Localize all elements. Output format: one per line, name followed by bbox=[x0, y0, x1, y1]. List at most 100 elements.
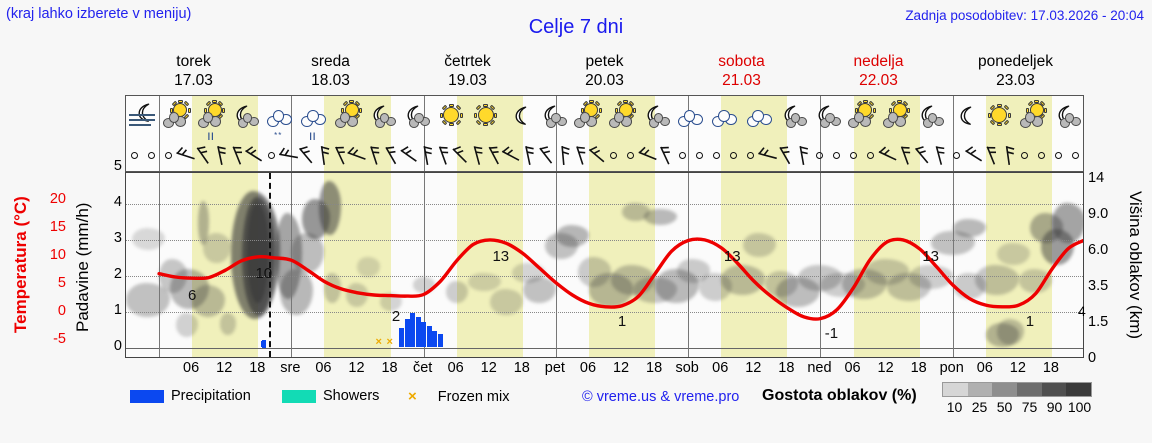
wind-barb bbox=[347, 144, 366, 168]
day-separator bbox=[159, 173, 161, 357]
cloud-density-blob bbox=[197, 201, 209, 245]
wind-calm-symbol bbox=[948, 144, 966, 168]
cloud-lobe bbox=[242, 113, 253, 124]
cloud-density-blob bbox=[1051, 203, 1083, 243]
precipitation-swatch bbox=[130, 389, 164, 403]
day-header-ponedeljek: ponedeljek 23.03 bbox=[947, 52, 1084, 92]
precipitation-tick: 5 bbox=[113, 157, 122, 174]
wind-calm-symbol bbox=[263, 144, 281, 168]
weather-icon-sun-cloud bbox=[608, 98, 638, 138]
x-tick-label: 06 bbox=[976, 360, 993, 376]
weather-icon-cloud-snow: ** bbox=[265, 98, 295, 140]
cloud-density-blob bbox=[247, 203, 270, 303]
weather-icon-sun-cloud bbox=[847, 98, 877, 138]
temperature-value-label: 10 bbox=[255, 264, 273, 282]
day-date: 21.03 bbox=[722, 72, 761, 89]
wind-barb bbox=[537, 144, 555, 168]
temperature-curve bbox=[157, 237, 1083, 321]
wind-barb bbox=[331, 144, 349, 168]
sun-ray bbox=[1043, 107, 1047, 113]
x-tick-label: 18 bbox=[513, 360, 530, 376]
day-header-row: torek 17.03 sreda 18.03 četrtek 19.03 petek 20.… bbox=[125, 52, 1084, 92]
zero-line bbox=[126, 347, 1083, 349]
wind-calm-symbol bbox=[143, 144, 161, 168]
cloud-density-blob bbox=[996, 243, 1030, 265]
x-tick-label: 18 bbox=[778, 360, 795, 376]
cloud-density-blob bbox=[489, 289, 523, 315]
wind-barb bbox=[176, 144, 195, 168]
copyright-link[interactable]: © vreme.us & vreme.pro bbox=[582, 389, 740, 405]
weather-icon-sun-cloud bbox=[334, 98, 364, 138]
moon-icon bbox=[136, 103, 152, 122]
precipitation-bar bbox=[426, 325, 432, 348]
precipitation-axis-title: Padavine (mm/h) bbox=[73, 202, 92, 333]
x-tick-label: pet bbox=[544, 360, 565, 376]
x-tick-label: 06 bbox=[183, 360, 200, 376]
wind-calm-symbol bbox=[1067, 144, 1083, 168]
cloud-lobe bbox=[752, 109, 764, 122]
cloud-density-blob bbox=[219, 313, 237, 335]
temperature-axis-ticks: 20 15 10 5 0 -5 bbox=[36, 160, 66, 370]
day-date: 20.03 bbox=[585, 72, 624, 89]
cloud-density-blob bbox=[324, 273, 341, 303]
horizontal-gridline bbox=[126, 275, 1083, 277]
day-separator bbox=[555, 140, 557, 171]
cloud-ramp-step bbox=[1041, 383, 1067, 396]
cloud-density-blob bbox=[175, 313, 198, 337]
day-date: 23.03 bbox=[996, 72, 1035, 89]
wind-calm-symbol bbox=[862, 144, 880, 168]
cloud-ramp-label: 25 bbox=[971, 399, 988, 415]
cloud-density-blob bbox=[765, 271, 799, 297]
cloud-density-blob bbox=[131, 228, 165, 250]
day-name: sobota bbox=[718, 53, 765, 70]
temperature-value-label: 13 bbox=[723, 247, 741, 265]
cloud-density-blob bbox=[974, 265, 1019, 295]
weather-icon-sun bbox=[471, 98, 501, 138]
wind-calm-symbol bbox=[605, 144, 623, 168]
sun-ray bbox=[872, 107, 876, 113]
legend-frozen-mix-label: Frozen mix bbox=[437, 388, 510, 405]
wind-calm-symbol bbox=[622, 144, 640, 168]
x-tick-label: 12 bbox=[348, 360, 365, 376]
day-date: 22.03 bbox=[859, 72, 898, 89]
x-tick-label: pon bbox=[939, 360, 964, 376]
rain-marks: || bbox=[309, 131, 317, 141]
temperature-tick: 15 bbox=[49, 218, 66, 235]
precipitation-axis-ticks: 5 4 3 2 1 0 bbox=[96, 157, 122, 370]
cloud-density-ramp-labels: 10 25 50 75 90 100 bbox=[938, 399, 1098, 417]
cloud-ramp-label: 90 bbox=[1046, 399, 1063, 415]
cloud-lobe bbox=[202, 112, 214, 124]
cloud-density-blob bbox=[522, 277, 556, 303]
sun-icon bbox=[477, 107, 494, 123]
day-separator bbox=[688, 173, 690, 357]
wind-calm-symbol bbox=[742, 144, 760, 168]
cloud-height-tick: 14 bbox=[1088, 170, 1105, 186]
cloud-ramp-label: 100 bbox=[1067, 399, 1092, 415]
wind-barb bbox=[999, 144, 1017, 168]
cloud-density-blob bbox=[611, 265, 656, 295]
wind-barb bbox=[194, 144, 212, 168]
weather-icon-sun-cloud bbox=[1019, 98, 1049, 138]
weather-icon-moon-cloud bbox=[539, 98, 569, 138]
wind-calm-symbol bbox=[1050, 144, 1068, 168]
daylight-band bbox=[588, 140, 656, 171]
precipitation-tick: 3 bbox=[113, 229, 122, 246]
cloud-ramp-label: 75 bbox=[1021, 399, 1038, 415]
x-tick-label: 12 bbox=[612, 360, 630, 376]
x-tick-label: 06 bbox=[315, 360, 332, 376]
temperature-axis-title: Temperatura (°C) bbox=[11, 196, 30, 334]
x-tick-label: 06 bbox=[447, 360, 464, 376]
cloud-lobe bbox=[853, 112, 865, 124]
moon-icon bbox=[513, 106, 529, 125]
precipitation-bar bbox=[410, 313, 416, 348]
wind-calm-symbol bbox=[708, 144, 726, 168]
temperature-value-label: 1 bbox=[1025, 313, 1035, 331]
cloud-density-blob bbox=[126, 283, 171, 317]
frozen-mix-marker: × bbox=[386, 335, 393, 348]
cloud-lobe bbox=[1024, 112, 1036, 124]
cloud-density-blob bbox=[203, 233, 231, 263]
page-title: Celje 7 dni bbox=[528, 16, 624, 38]
x-tick-label: čet bbox=[412, 360, 433, 376]
cloud-density-blob bbox=[655, 269, 700, 303]
day-name: nedelja bbox=[853, 53, 904, 70]
